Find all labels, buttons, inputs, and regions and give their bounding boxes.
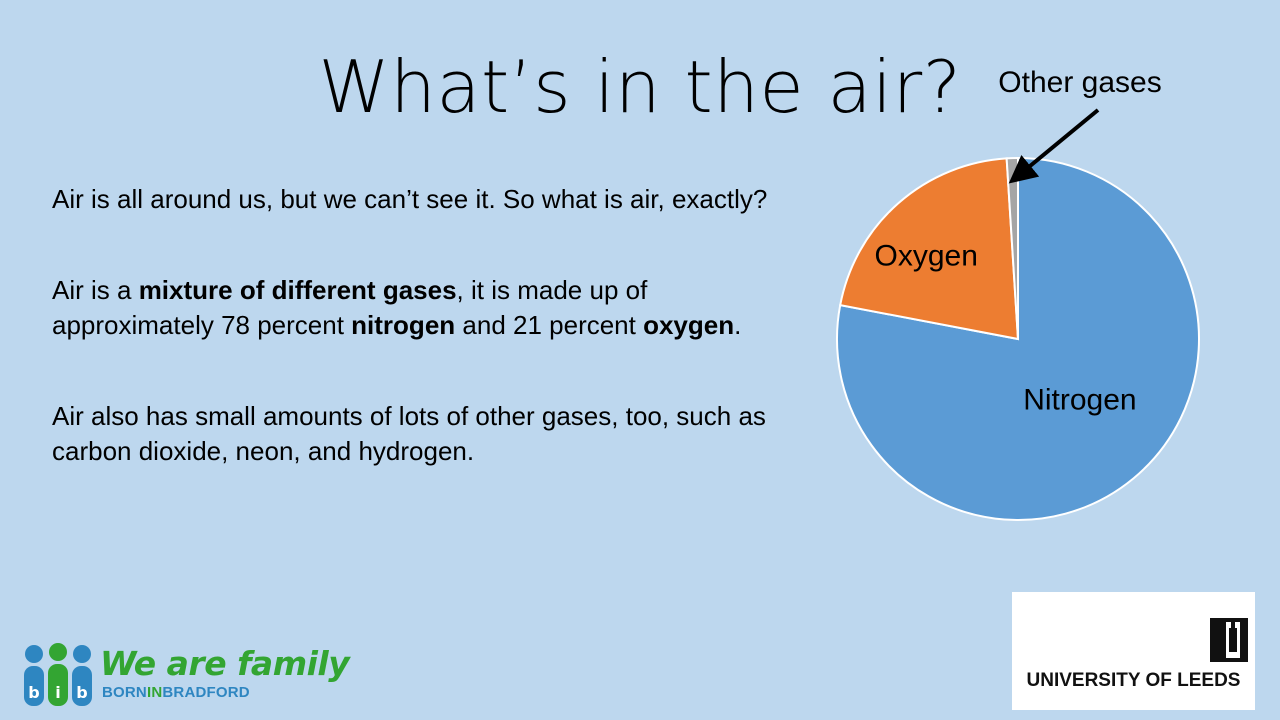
leeds-tower-icon	[1210, 618, 1248, 662]
bold-text: nitrogen	[351, 310, 456, 340]
bib-subtitle: BORNINBRADFORD	[102, 684, 250, 701]
text-run: .	[734, 310, 742, 340]
text-run: , it is made up of approximately 78 perc…	[52, 275, 648, 340]
text-run: Air is a	[52, 275, 139, 305]
paragraph-3: Air also has small amounts of lots of ot…	[52, 399, 772, 469]
paragraph-2: Air is a mixture of different gases, it …	[52, 273, 772, 343]
university-of-leeds-logo: UNIVERSITY OF LEEDS	[1012, 592, 1255, 710]
born-in-bradford-logo: b i b	[20, 640, 320, 710]
bold-text: mixture of different gases	[138, 275, 457, 305]
bold-text: oxygen	[643, 310, 735, 340]
pie-slice-nitrogen	[836, 156, 1200, 521]
slide-title: What’s in the air?	[318, 45, 962, 129]
svg-text:b: b	[76, 683, 87, 702]
pie-chart: Nitrogen Oxygen Other gases	[836, 66, 1200, 521]
callout-arrow	[1008, 108, 1100, 184]
text-run: and 21 percent	[455, 310, 644, 340]
svg-text:i: i	[55, 683, 60, 702]
paragraph-1: Air is all around us, but we can’t see i…	[52, 182, 772, 217]
body-text: Air is all around us, but we can’t see i…	[52, 182, 772, 469]
text-run: Air is all around us, but we can’t see i…	[52, 184, 768, 214]
slice-label-oxygen: Oxygen	[874, 239, 977, 272]
svg-text:b: b	[28, 683, 39, 702]
callout-label: Other gases	[998, 66, 1161, 99]
bib-figures-icon: b i b	[24, 643, 92, 706]
bib-tagline: We are family	[100, 644, 350, 683]
slice-label-nitrogen: Nitrogen	[1023, 384, 1136, 417]
pie-slice-oxygen	[839, 157, 1020, 341]
leeds-wordmark: UNIVERSITY OF LEEDS	[1026, 670, 1241, 691]
text-run: Air also has small amounts of lots of ot…	[52, 401, 766, 466]
